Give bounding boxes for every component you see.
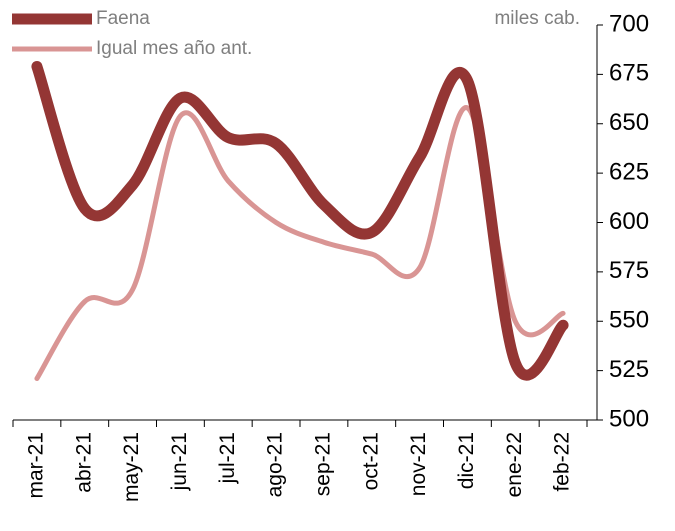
y-tick-label: 575 (609, 257, 649, 284)
y-tick-label: 600 (609, 208, 649, 235)
y-tick-label: 625 (609, 158, 649, 185)
x-tick-label: feb-22 (551, 432, 574, 492)
x-tick-label: sep-21 (311, 432, 334, 496)
y-tick-label: 550 (609, 307, 649, 334)
x-tick-label: dic-21 (455, 432, 478, 489)
x-tick-label: jul-21 (216, 432, 239, 484)
y-axis-label: miles cab. (494, 8, 580, 29)
y-tick-label: 500 (609, 405, 649, 432)
legend-label: Faena (96, 8, 150, 29)
x-tick-label: oct-21 (359, 432, 382, 490)
y-tick-label: 650 (609, 109, 649, 136)
x-tick-label: ago-21 (264, 432, 287, 497)
x-tick-label: ene-22 (503, 432, 526, 497)
x-tick-label: jun-21 (168, 432, 191, 491)
y-tick-label: 675 (609, 60, 649, 87)
x-tick-label: abr-21 (72, 432, 95, 493)
x-tick-label: nov-21 (407, 432, 430, 496)
y-tick-label: 700 (609, 10, 649, 37)
y-tick-label: 525 (609, 356, 649, 383)
legend-label: Igual mes año ant. (96, 38, 252, 59)
line-series (31, 60, 569, 381)
x-tick-label: mar-21 (24, 432, 47, 499)
x-tick-label: may-21 (120, 432, 143, 502)
